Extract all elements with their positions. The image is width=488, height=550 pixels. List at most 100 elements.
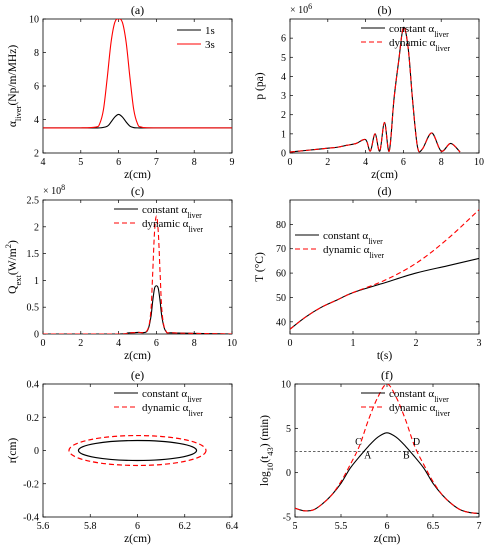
panel-label: (d): [378, 184, 392, 198]
series-constant-line: [295, 432, 479, 514]
x-tick-label: 6.4: [226, 521, 239, 532]
y-tick-label: -0.4: [23, 513, 39, 524]
y-tick-label: 6: [281, 34, 286, 45]
x-tick-label: 1: [351, 338, 356, 349]
x-tick-label: 2: [414, 338, 419, 349]
legend-entry: constant αliver: [142, 388, 202, 404]
x-tick-label: 6: [116, 157, 121, 168]
series-1s-line: [43, 113, 232, 129]
plot-frame: [289, 18, 480, 154]
y-tick-label: 80: [276, 220, 286, 231]
y-tick-label: 1: [34, 276, 39, 287]
series-constant-line: [290, 257, 479, 330]
x-axis-label: z(cm): [374, 533, 401, 545]
plot-frame: [289, 199, 480, 335]
y-tick-label: 0.5: [27, 303, 40, 314]
axis-multiplier: × 106: [290, 2, 312, 17]
y-tick-label: 10: [29, 15, 39, 26]
legend-entry: dynamic αliver: [142, 218, 203, 234]
x-tick-label: 6: [385, 521, 390, 532]
y-tick-label: 2: [34, 222, 39, 233]
series-group: [43, 19, 232, 129]
x-tick-label: 5.8: [84, 521, 97, 532]
x-tick-label: 4: [363, 157, 368, 168]
y-tick-label: 2.5: [27, 196, 40, 207]
legend-entry: dynamic αliver: [323, 244, 384, 260]
y-tick-label: 60: [276, 269, 286, 280]
panel-label: (e): [131, 368, 144, 382]
plot-frame: [42, 18, 233, 154]
x-tick-label: 4: [116, 338, 121, 349]
series-dynamic-line: [295, 384, 479, 514]
series-dynamic-line: [290, 26, 461, 153]
y-tick-label: 1: [281, 129, 286, 140]
x-tick-label: 10: [474, 157, 484, 168]
x-axis-label: z(cm): [124, 169, 151, 181]
y-tick-label: 4: [281, 72, 286, 83]
point-label: A: [364, 450, 372, 461]
legend-entry: dynamic αliver: [389, 402, 450, 418]
series-group: [290, 26, 461, 153]
x-tick-label: 6.5: [427, 521, 440, 532]
y-axis-label: T (°C): [254, 252, 266, 282]
point-label: C: [355, 437, 362, 448]
x-tick-label: 8: [439, 157, 444, 168]
x-tick-label: 9: [230, 157, 235, 168]
y-tick-label: 3: [281, 91, 286, 102]
x-tick-label: 5: [293, 521, 298, 532]
series-group: [295, 384, 479, 514]
panel-label: (a): [131, 3, 144, 17]
y-tick-label: 0.2: [27, 413, 40, 424]
x-axis-label: z(cm): [124, 533, 151, 545]
x-tick-label: 2: [78, 338, 83, 349]
series-dynamic-line: [290, 209, 479, 330]
point-label: D: [413, 437, 420, 448]
y-tick-label: 10: [281, 380, 291, 391]
axis-multiplier: × 108: [43, 183, 65, 198]
panel-label: (c): [131, 184, 144, 198]
legend-entry: constant αliver: [142, 204, 202, 220]
y-tick-label: 2: [281, 110, 286, 121]
x-tick-label: 6: [135, 521, 140, 532]
chart-b: 0 2 4 6 8 10 0 1 2 3 4 5 6 (b) z(cm) p (pa) × 106 constan…: [254, 2, 484, 182]
x-axis-label: t(s): [377, 350, 393, 362]
y-axis-label: Qext(W/m2): [3, 240, 23, 294]
y-axis-label: p (pa): [254, 72, 266, 99]
x-tick-label: 8: [192, 338, 197, 349]
chart-d: 0 1 2 3 40 50 60 70 80 (d) t(s) T (°C) constant αliv…: [254, 184, 482, 362]
y-tick-label: 0.4: [27, 380, 40, 391]
x-tick-label: 7: [477, 521, 482, 532]
chart-c: 0 2 4 6 8 10 0 0.5 1 1.5 2 2.5 (c) z(cm) Qext(W/m2) × 1…: [3, 183, 237, 363]
series-group: [290, 209, 479, 330]
chart-e: 5.6 5.8 6 6.2 6.4 -0.4 -0.2 0 0.2 0.4 (e) z(cm) r(cm…: [7, 368, 238, 545]
series-dynamic-line: [43, 215, 232, 334]
chart-f: 5 5.5 6 6.5 7 -5 0 5 10 (f) z(cm) log10(t43) (min) C…: [259, 368, 482, 545]
y-axis-label: αliver(Np/m/MHz): [7, 45, 23, 127]
y-tick-label: 1.5: [27, 249, 40, 260]
x-tick-label: 8: [192, 157, 197, 168]
point-label: B: [403, 450, 410, 461]
x-tick-label: 6.2: [179, 521, 192, 532]
y-tick-label: 5: [281, 53, 286, 64]
x-tick-label: 5.6: [37, 521, 50, 532]
x-tick-label: 5.5: [335, 521, 348, 532]
legend-entry: constant αliver: [389, 23, 449, 39]
y-axis-label: log10(t43) (min): [259, 415, 275, 486]
plot-frame: [42, 199, 233, 335]
x-tick-label: 6: [401, 157, 406, 168]
y-tick-label: -5: [283, 513, 291, 524]
y-tick-label: 8: [34, 48, 39, 59]
y-tick-label: 70: [276, 244, 286, 255]
panel-label: (f): [381, 368, 393, 382]
series-3s-line: [43, 19, 232, 129]
legend-entry: constant αliver: [389, 388, 449, 404]
x-tick-label: 7: [154, 157, 159, 168]
y-tick-label: 0: [286, 468, 291, 479]
